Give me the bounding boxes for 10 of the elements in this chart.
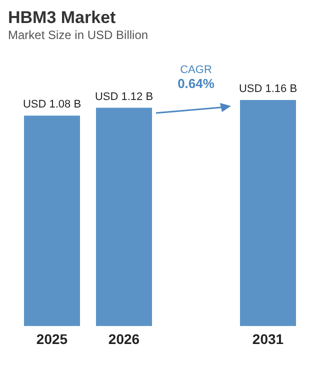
text: 0.64% xyxy=(178,76,214,91)
x-tick-label: 2031 xyxy=(252,330,284,347)
data-label: USD 1.12 B xyxy=(94,90,154,103)
x-tick-label: 2025 xyxy=(36,330,68,347)
chart-subtitle: Market Size in USD Billion xyxy=(8,28,150,42)
x-tick-label: 2026 xyxy=(108,330,140,347)
text: CAGR xyxy=(179,64,213,76)
data-label: USD 1.08 B xyxy=(22,98,82,111)
data-label: USD 1.16 B xyxy=(238,83,298,95)
chart-title: HBM3 Market xyxy=(8,8,117,28)
